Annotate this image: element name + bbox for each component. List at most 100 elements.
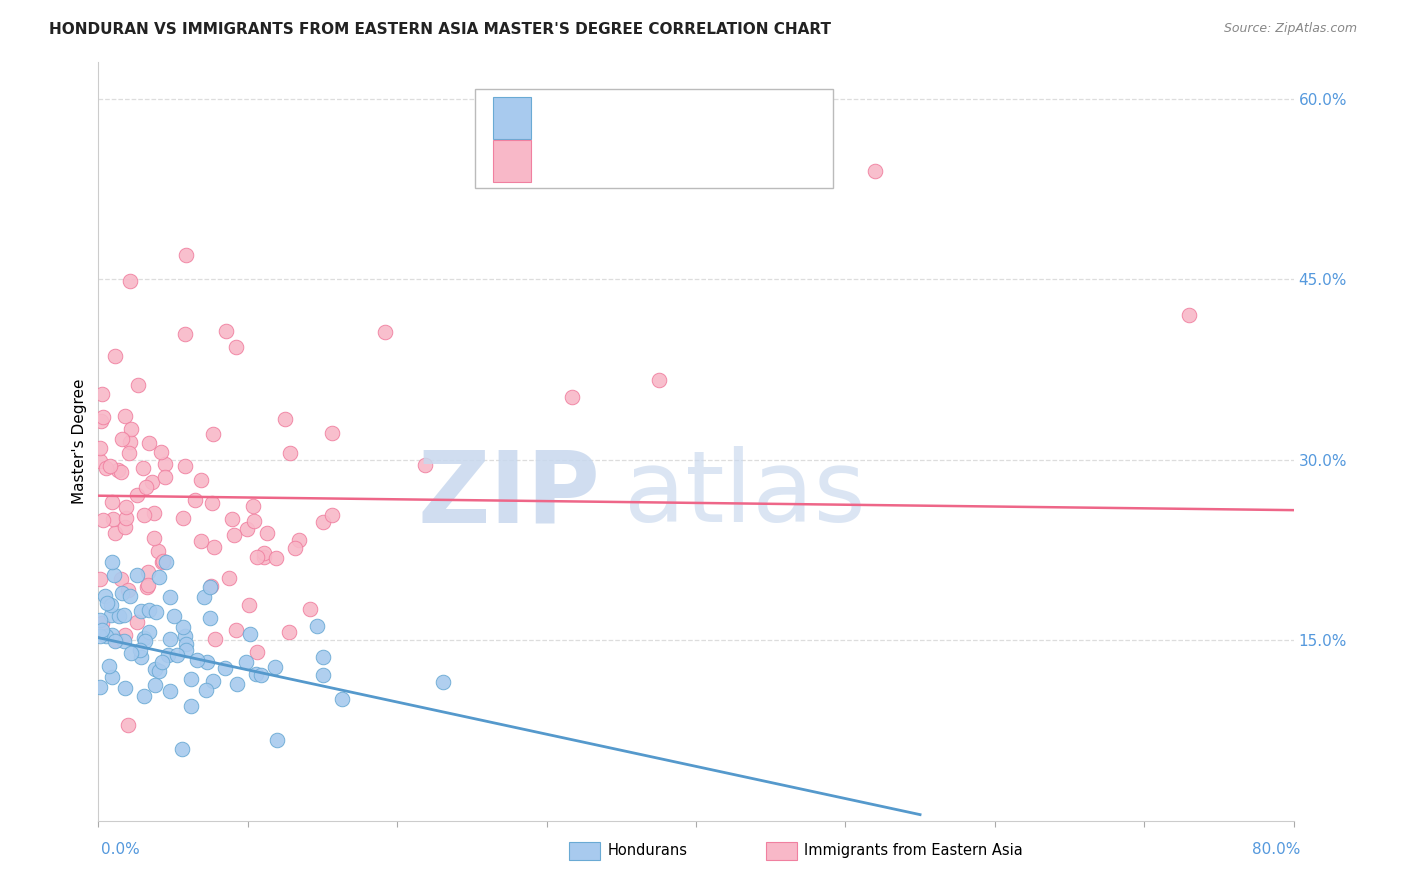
Point [184,492,207,507]
Text: R = -0.021   N = 92: R = -0.021 N = 92 [544,153,702,169]
Point [101,555,124,569]
Point [243,514,266,528]
Point [101,495,124,509]
Point [374,325,396,339]
Point [94,629,117,643]
Point [174,459,197,474]
Point [235,655,257,669]
Point [166,648,188,663]
Point [136,566,159,580]
Point [138,603,160,617]
Point [114,500,136,514]
Y-axis label: Master's Degree: Master's Degree [72,379,87,504]
Point [101,628,124,642]
Point [104,634,127,648]
Point [221,512,243,526]
Point [195,683,218,698]
Point [89,454,111,468]
Point [242,499,264,513]
Point [413,458,436,472]
Point [112,607,135,622]
Point [180,672,202,686]
Point [173,629,195,643]
Point [280,446,302,460]
Point [112,634,135,648]
Point [114,628,136,642]
Point [174,248,197,262]
Point [202,673,225,688]
Point [238,598,260,612]
Text: ZIP: ZIP [418,446,600,543]
Point [236,522,259,536]
Point [127,378,149,392]
Point [225,676,247,690]
Point [245,645,267,659]
Point [138,436,160,450]
Point [121,422,143,436]
Point [163,608,186,623]
Point [159,683,181,698]
Text: Source: ZipAtlas.com: Source: ZipAtlas.com [1223,22,1357,36]
Point [91,387,114,401]
Point [250,668,273,682]
Point [127,615,149,630]
Point [214,661,236,675]
Point [91,409,114,424]
Text: R = -0.598   N = 71: R = -0.598 N = 71 [544,111,702,125]
Point [218,571,240,585]
Point [96,597,118,611]
Point [200,579,222,593]
Point [103,567,125,582]
Point [118,446,141,460]
Point [150,555,173,569]
Text: atlas: atlas [624,446,866,543]
Point [120,647,142,661]
Point [200,496,222,510]
Point [90,414,112,428]
Point [172,620,194,634]
Point [135,580,157,594]
Point [91,623,114,637]
Point [91,513,114,527]
Text: 80.0%: 80.0% [1253,842,1301,856]
Point [117,583,139,598]
Point [136,578,159,592]
Point [299,602,322,616]
Point [266,733,288,747]
Point [127,568,149,582]
Point [170,742,193,756]
Point [143,506,166,520]
Point [120,589,142,603]
Point [180,699,202,714]
Point [114,409,136,424]
Bar [494,140,531,182]
Point [143,662,166,676]
Point [153,457,176,471]
Point [253,546,276,560]
Point [865,163,887,178]
Point [561,390,583,404]
Point [100,598,122,612]
Point [94,589,117,603]
Point [201,426,224,441]
Point [432,675,454,690]
Point [150,655,173,669]
Point [288,533,311,547]
Point [312,667,335,681]
Text: Immigrants from Eastern Asia: Immigrants from Eastern Asia [804,844,1024,858]
Point [1178,308,1201,322]
Point [98,459,121,474]
Point [98,659,121,673]
Point [150,445,173,459]
Point [114,681,136,695]
Point [100,670,122,684]
Point [110,465,132,479]
Point [107,609,129,624]
Point [321,508,343,523]
Point [190,533,212,548]
Point [91,616,114,631]
Point [104,349,127,363]
Point [172,511,194,525]
Point [134,508,156,523]
Point [134,634,156,648]
